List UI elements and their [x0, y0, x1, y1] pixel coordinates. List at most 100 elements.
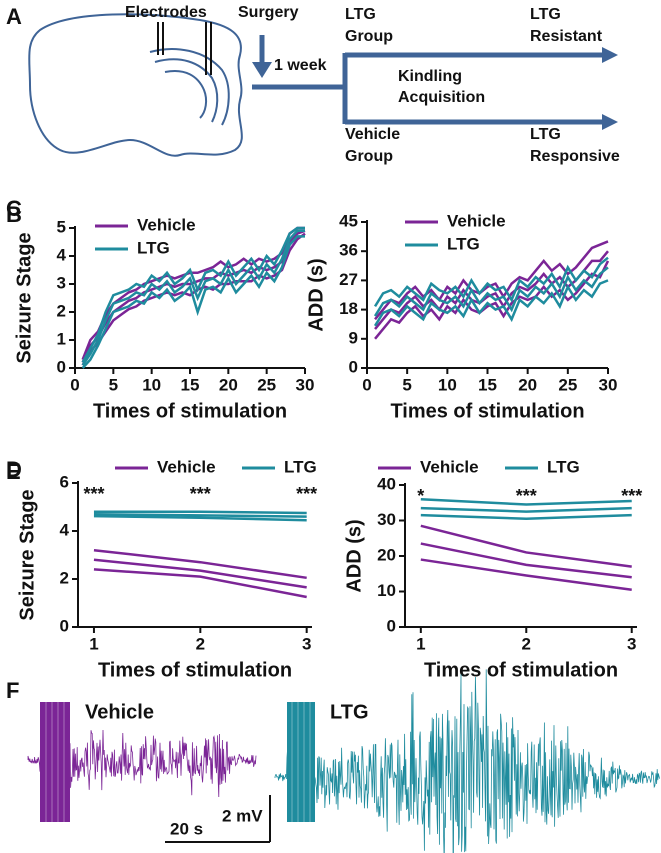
legend-label: Vehicle	[137, 215, 196, 234]
arrowhead	[602, 114, 618, 130]
y-tick-label: 27	[339, 270, 358, 289]
y-tick-label: 1	[57, 329, 66, 348]
scale-label: 2 mV	[222, 806, 263, 825]
diagram-label: Kindling	[398, 68, 462, 85]
stimulus-artifact	[287, 702, 315, 822]
annotation: ***	[190, 484, 211, 504]
trace-label: LTG	[330, 701, 369, 723]
hippocampus	[149, 48, 230, 126]
x-axis-title: Times of stimulation	[98, 659, 292, 681]
legend-label: LTG	[137, 238, 170, 257]
hippocampus	[164, 70, 208, 119]
annotation: ***	[621, 486, 642, 506]
line	[373, 266, 609, 317]
diagram-label: Resistant	[530, 28, 603, 45]
diagram-label: Group	[345, 148, 393, 165]
line	[93, 512, 307, 518]
legend-label: Vehicle	[420, 457, 479, 476]
annotation: ***	[83, 484, 104, 504]
line	[93, 514, 307, 522]
eeg-trace	[274, 669, 660, 853]
y-tick-label: 2	[60, 568, 69, 587]
line	[81, 235, 305, 369]
x-tick-label: 3	[627, 634, 636, 653]
x-tick-label: 0	[70, 375, 79, 394]
line	[420, 506, 632, 513]
x-axis-title: Times of stimulation	[93, 400, 287, 422]
y-tick-label: 0	[60, 616, 69, 635]
panel-label: E	[6, 459, 21, 484]
annotation: ***	[296, 484, 317, 504]
legend-label: Vehicle	[447, 211, 506, 230]
diagram-label: Surgery	[238, 4, 299, 21]
line	[81, 232, 306, 366]
trace-label: Vehicle	[85, 701, 154, 723]
x-tick-label: 2	[196, 634, 205, 653]
line	[374, 250, 609, 330]
y-tick-label: 10	[377, 581, 396, 600]
x-axis-title: Times of stimulation	[390, 400, 584, 422]
x-tick-label: 25	[257, 375, 276, 394]
x-tick-label: 10	[438, 375, 457, 394]
line	[81, 226, 305, 361]
scale-label: 20 s	[170, 819, 203, 838]
y-tick-label: 4	[57, 245, 67, 264]
y-tick-label: 40	[377, 474, 396, 493]
line	[420, 497, 632, 506]
y-tick-label: 3	[57, 273, 66, 292]
x-tick-label: 5	[402, 375, 411, 394]
y-axis-title: Seizure Stage	[16, 489, 38, 620]
panel-label: D	[6, 457, 22, 482]
arrowhead	[252, 62, 272, 78]
x-tick-label: 30	[296, 375, 315, 394]
diagram-label: Acquisition	[398, 89, 485, 106]
x-tick-label: 2	[522, 634, 531, 653]
panel-a	[28, 13, 618, 157]
y-tick-label: 30	[377, 510, 396, 529]
x-tick-label: 25	[558, 375, 577, 394]
y-axis-title: ADD (s)	[343, 519, 365, 592]
diagram-label: LTG	[530, 126, 561, 143]
diagram-label: Responsive	[530, 148, 620, 165]
y-tick-label: 20	[377, 545, 396, 564]
y-tick-label: 5	[57, 217, 66, 236]
y-tick-label: 6	[60, 472, 69, 491]
line	[374, 260, 610, 340]
legend-label: LTG	[547, 457, 580, 476]
panel-label: F	[6, 678, 19, 703]
y-tick-label: 45	[339, 211, 358, 230]
diagram-label: Vehicle	[345, 126, 400, 143]
brain-outline	[28, 13, 243, 157]
x-tick-label: 30	[599, 375, 618, 394]
x-tick-label: 1	[416, 634, 425, 653]
legend-label: Vehicle	[157, 457, 216, 476]
line	[420, 513, 632, 520]
line	[81, 226, 305, 364]
x-tick-label: 1	[89, 634, 98, 653]
x-tick-label: 15	[181, 375, 200, 394]
line	[93, 548, 307, 580]
line	[93, 510, 307, 515]
x-tick-label: 5	[109, 375, 118, 394]
panel-label: B	[6, 202, 22, 227]
diagram-label: Group	[345, 28, 393, 45]
y-tick-label: 0	[57, 357, 66, 376]
diagram-label: Electrodes	[125, 4, 207, 21]
diagram-label: LTG	[530, 6, 561, 23]
line	[420, 542, 632, 579]
x-tick-label: 0	[362, 375, 371, 394]
legend-label: LTG	[284, 457, 317, 476]
line	[420, 558, 632, 591]
x-axis-title: Times of stimulation	[424, 659, 618, 681]
stimulus-artifact	[40, 702, 70, 822]
line	[93, 558, 307, 589]
y-tick-label: 9	[349, 328, 358, 347]
annotation: *	[417, 486, 424, 506]
legend-label: LTG	[447, 234, 480, 253]
line	[81, 229, 305, 366]
panel-label: A	[6, 4, 22, 29]
x-tick-label: 15	[478, 375, 497, 394]
x-tick-label: 20	[518, 375, 537, 394]
x-tick-label: 20	[219, 375, 238, 394]
